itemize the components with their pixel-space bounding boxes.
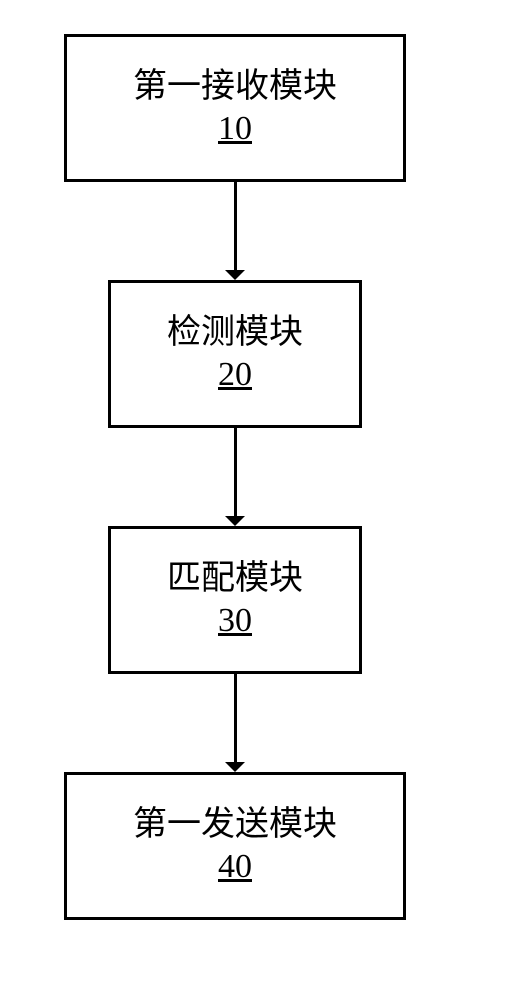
arrowhead-n1-n2 bbox=[225, 270, 245, 283]
flowchart-node-n3: 匹配模块30 bbox=[108, 526, 362, 674]
flowchart-canvas: 第一接收模块10 检测模块20 匹配模块30 第一发送模块40 bbox=[0, 0, 513, 1000]
flowchart-node-n4: 第一发送模块40 bbox=[64, 772, 406, 920]
flowchart-node-n2: 检测模块20 bbox=[108, 280, 362, 428]
node-number: 40 bbox=[218, 846, 252, 889]
flowchart-node-n1: 第一接收模块10 bbox=[64, 34, 406, 182]
connector-n2-n3 bbox=[234, 428, 237, 516]
node-title: 第一发送模块 bbox=[133, 804, 337, 847]
node-number: 10 bbox=[218, 108, 252, 151]
node-number: 30 bbox=[218, 600, 252, 643]
connector-n1-n2 bbox=[234, 182, 237, 270]
arrowhead-n2-n3 bbox=[225, 516, 245, 529]
node-title: 检测模块 bbox=[167, 312, 303, 355]
node-title: 匹配模块 bbox=[167, 558, 303, 601]
node-number: 20 bbox=[218, 354, 252, 397]
node-title: 第一接收模块 bbox=[133, 66, 337, 109]
arrowhead-n3-n4 bbox=[225, 762, 245, 775]
connector-n3-n4 bbox=[234, 674, 237, 762]
